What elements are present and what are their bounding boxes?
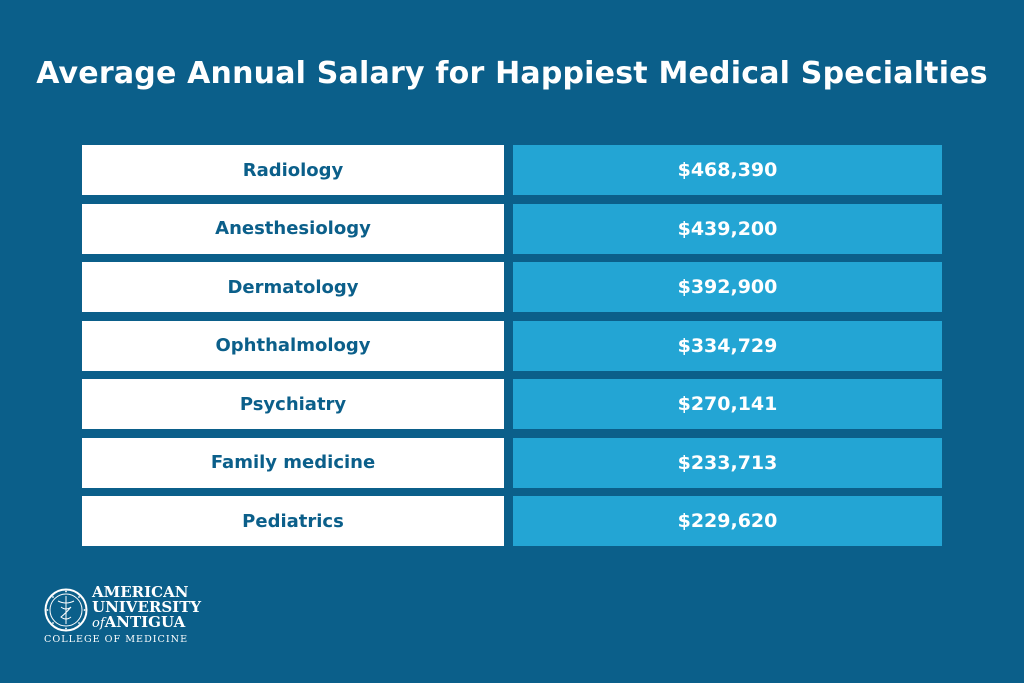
table-row: Ophthalmology $334,729: [82, 320, 942, 371]
specialty-label: Dermatology: [82, 262, 504, 312]
table-row: Dermatology $392,900: [82, 262, 942, 312]
table-row: Psychiatry $270,141: [82, 379, 942, 429]
specialty-label: Family medicine: [82, 437, 504, 488]
caduceus-seal-icon: [44, 588, 88, 632]
table-row: Anesthesiology $439,200: [82, 203, 942, 254]
logo-line-2: UNIVERSITY: [92, 598, 202, 616]
table-row: Family medicine $233,713: [82, 437, 942, 488]
salary-value: $439,200: [513, 203, 942, 254]
logo-wordmark: AMERICAN UNIVERSITY ofANTIGUA: [92, 583, 202, 632]
salary-value: $334,729: [513, 320, 942, 371]
salary-value: $392,900: [513, 262, 942, 312]
logo-line-1: AMERICAN: [92, 583, 189, 601]
logo-subtitle: COLLEGE OF MEDICINE: [44, 634, 189, 645]
salary-table: Radiology $468,390 Anesthesiology $439,200 D…: [82, 145, 942, 555]
university-logo: AMERICAN UNIVERSITY ofANTIGUA COLLEGE OF…: [44, 583, 204, 648]
salary-value: $233,713: [513, 437, 942, 488]
table-row: Pediatrics $229,620: [82, 496, 942, 546]
table-row: Radiology $468,390: [82, 145, 942, 195]
salary-value: $468,390: [513, 145, 942, 195]
specialty-label: Anesthesiology: [82, 203, 504, 254]
salary-value: $270,141: [513, 379, 942, 429]
specialty-label: Psychiatry: [82, 379, 504, 429]
specialty-label: Radiology: [82, 145, 504, 195]
logo-line-3: ofANTIGUA: [92, 613, 201, 632]
logo-of: of: [92, 616, 105, 631]
specialty-label: Ophthalmology: [82, 320, 504, 371]
salary-value: $229,620: [513, 496, 942, 546]
specialty-label: Pediatrics: [82, 496, 504, 546]
chart-title: Average Annual Salary for Happiest Medic…: [36, 56, 988, 91]
logo-antigua: ANTIGUA: [104, 613, 186, 631]
